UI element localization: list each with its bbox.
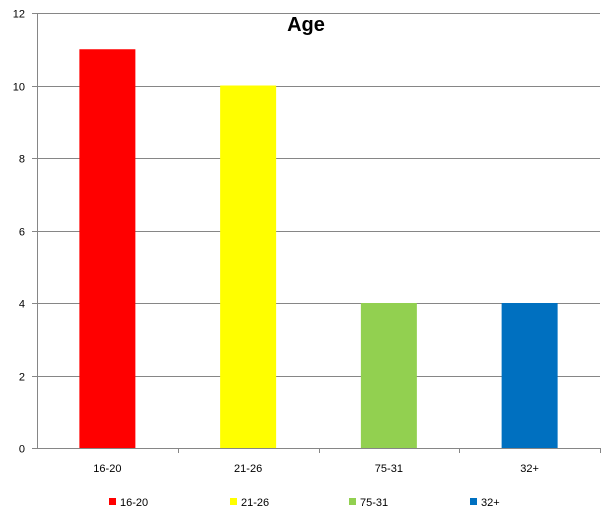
y-tick-label: 4	[19, 299, 25, 311]
legend-swatch	[230, 498, 237, 505]
y-tick-label: 8	[19, 154, 25, 166]
y-tick-label: 0	[19, 444, 25, 456]
bar-21-26	[220, 85, 277, 448]
legend-swatch	[349, 498, 356, 505]
legend-label: 21-26	[241, 497, 269, 509]
legend-swatch	[470, 498, 477, 505]
bar-16-20	[79, 49, 136, 448]
bar-32+	[501, 303, 558, 448]
legend-label: 16-20	[120, 497, 148, 509]
chart-title: Age	[287, 14, 325, 36]
x-tick-label: 16-20	[93, 463, 121, 475]
y-tick-label: 12	[13, 9, 25, 21]
x-tick-labels: 16-20 21-26 75-31 32+	[93, 463, 539, 475]
legend-label: 75-31	[360, 497, 388, 509]
bar-75-31	[360, 303, 417, 448]
x-tick-label: 32+	[520, 463, 539, 475]
x-tick-label: 21-26	[234, 463, 262, 475]
legend-label: 32+	[481, 497, 500, 509]
legend-swatch	[109, 498, 116, 505]
legend: 16-20 21-26 75-31 32+	[109, 497, 500, 509]
y-tick-label: 6	[19, 227, 25, 239]
x-tick-label: 75-31	[375, 463, 403, 475]
y-tick-label: 10	[13, 82, 25, 94]
y-tick-labels: 0 2 4 6 8 10 12	[13, 9, 25, 456]
bars	[79, 49, 558, 448]
axes	[32, 13, 601, 453]
y-tick-label: 2	[19, 372, 25, 384]
